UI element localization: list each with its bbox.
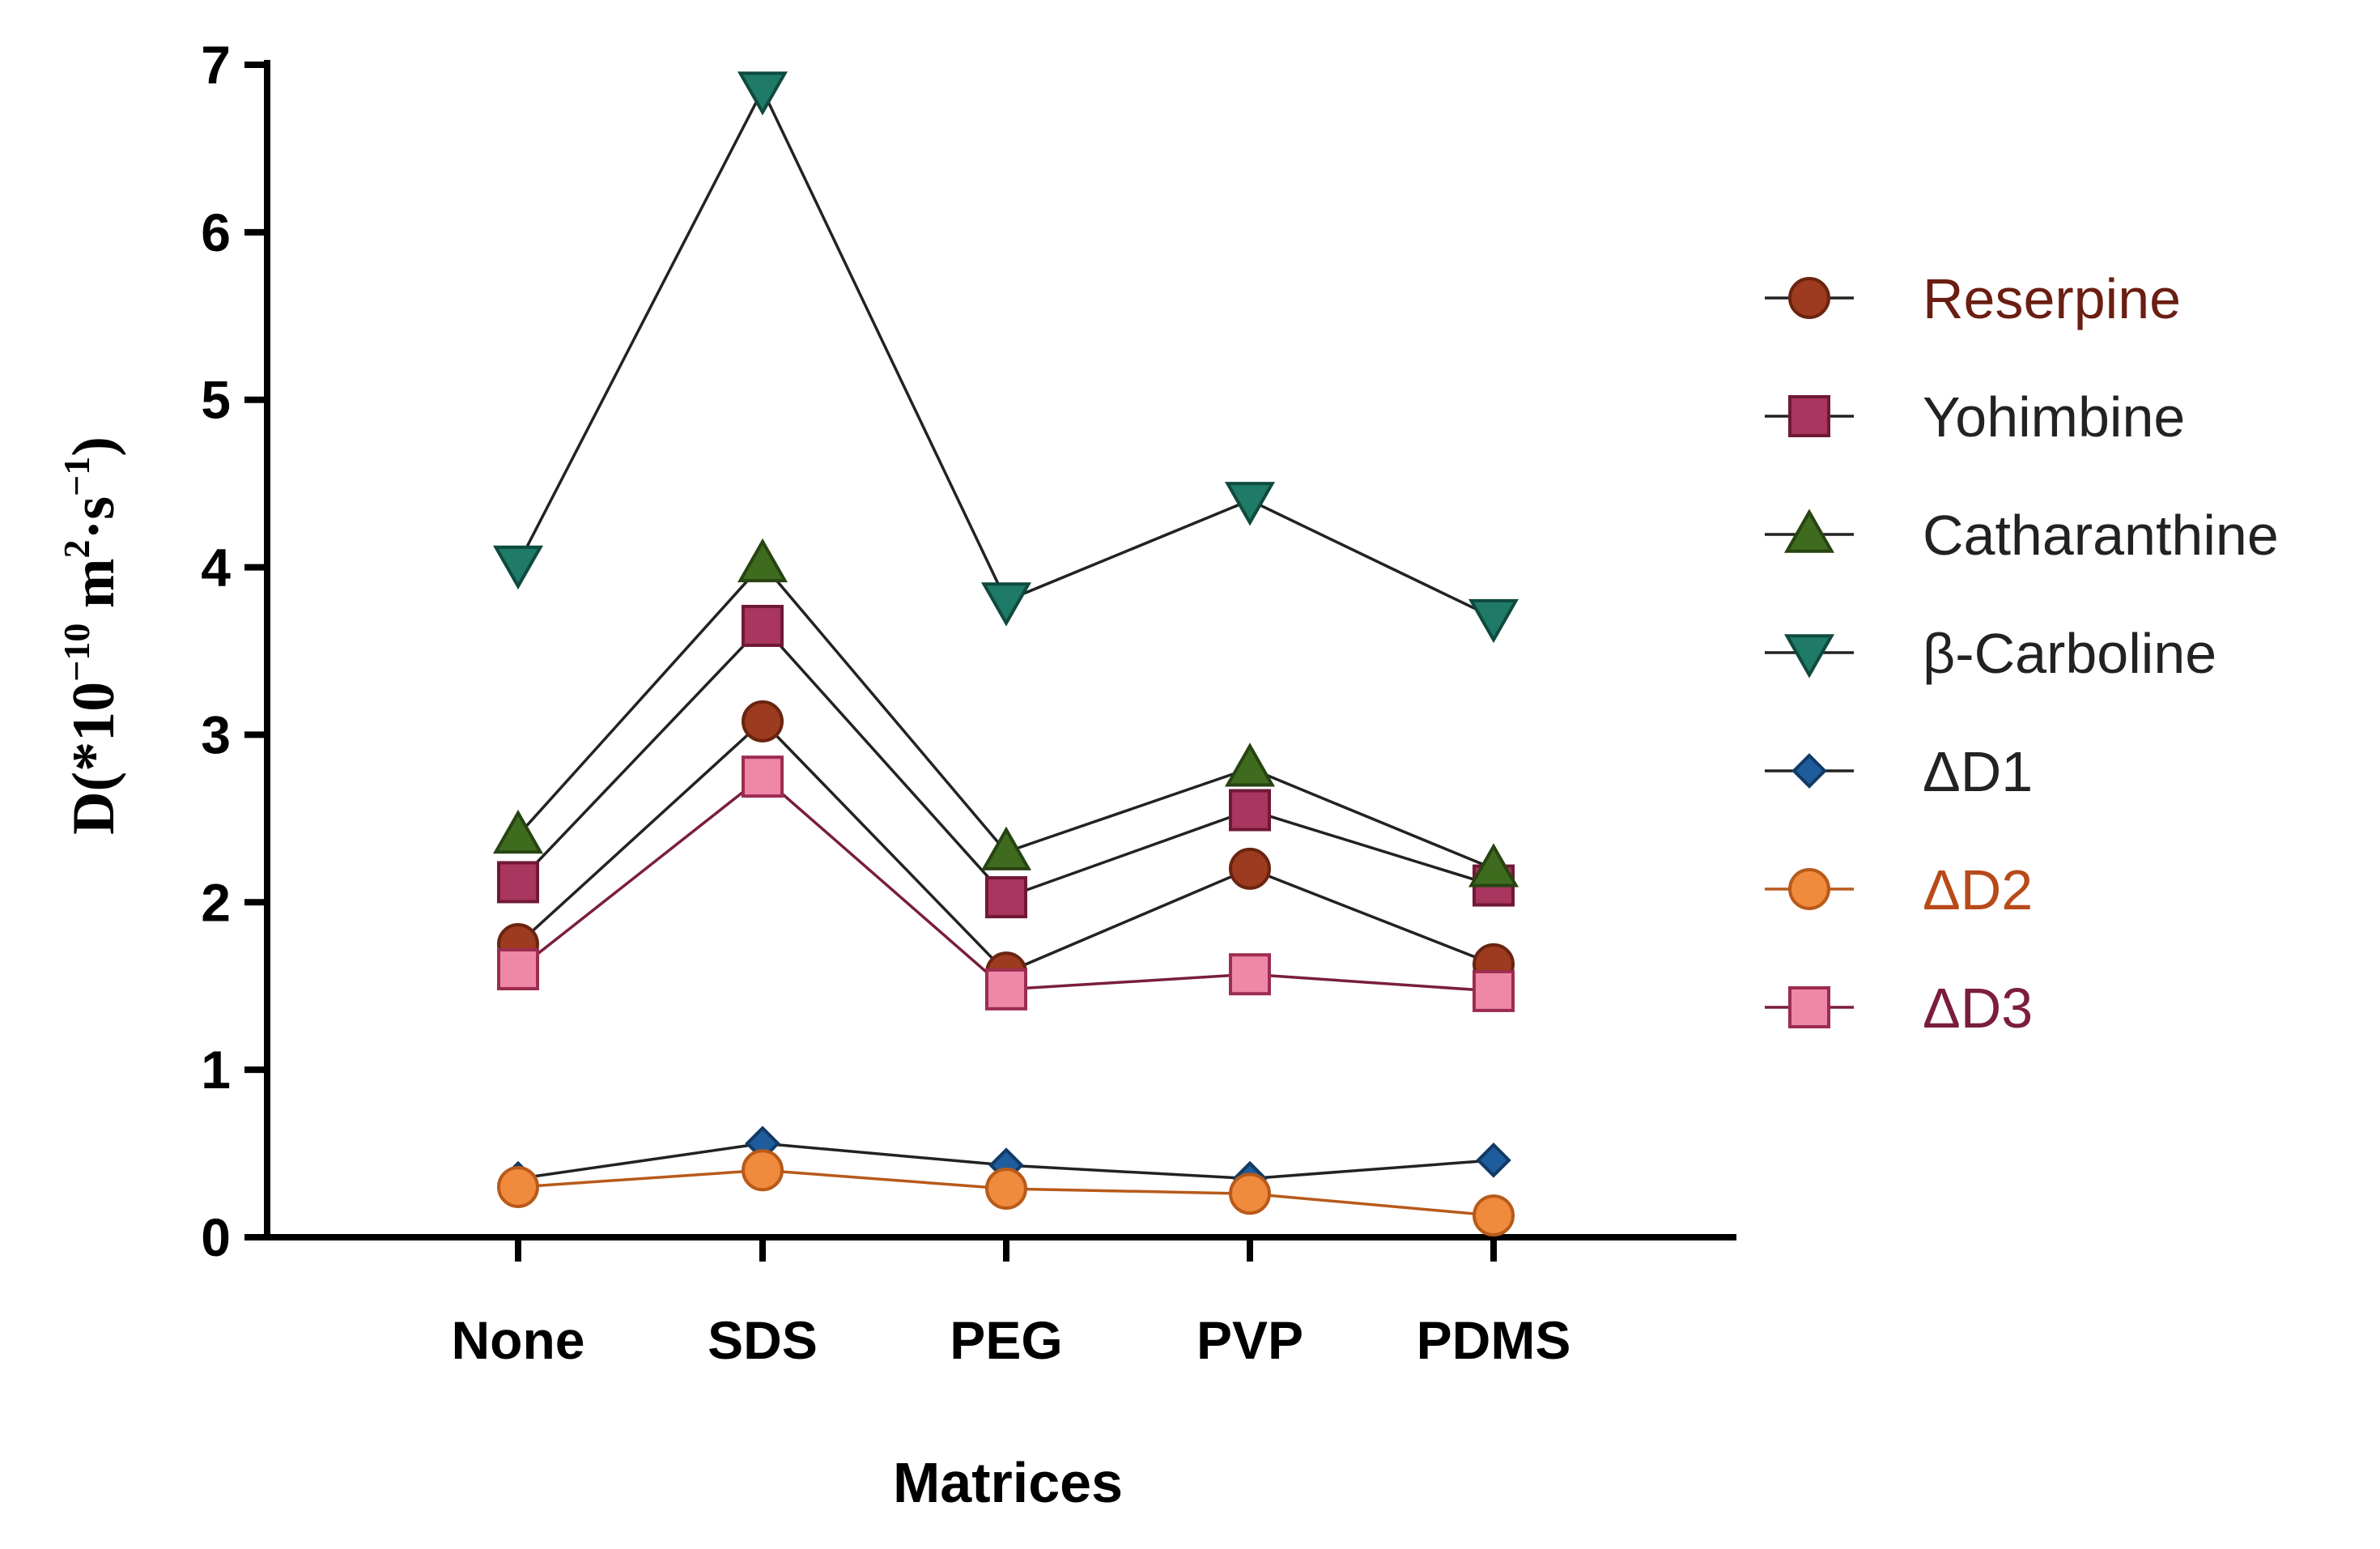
y-axis-label-exp2: 2: [56, 539, 97, 558]
data-point-deltad2: [497, 1165, 539, 1208]
legend-label: ΔD3: [1923, 977, 2033, 1040]
y-axis-ticks: 0 1 2 3 4 5 6 7: [201, 35, 267, 1267]
y-tick-label: 2: [201, 872, 231, 932]
y-axis-label-mid2: ·s: [61, 496, 127, 539]
x-tick-label: PVP: [1196, 1310, 1303, 1370]
data-point-deltad2: [1473, 1194, 1515, 1237]
data-point-deltad2: [985, 1168, 1027, 1211]
data-point-reserpine: [742, 700, 784, 743]
series-lines: [516, 87, 1494, 1217]
data-point-deltad3: [985, 968, 1027, 1011]
legend-marker: [1783, 634, 1835, 679]
data-point-catharanthine: [1468, 843, 1519, 887]
y-tick-label: 1: [201, 1040, 231, 1100]
x-tick-label: None: [452, 1310, 585, 1370]
data-point-yohimbine: [985, 876, 1027, 919]
legend-marker: [1791, 753, 1827, 789]
data-point-deltad3: [497, 948, 539, 991]
legend-item-reserpine: Reserpine: [1765, 267, 2181, 330]
y-axis-label: D(*10−10 m2·s−1): [56, 436, 127, 835]
legend-label: Reserpine: [1923, 267, 2181, 330]
legend: Reserpine Yohimbine Catharanthine β-Carboli…: [1765, 267, 2279, 1040]
legend-label: ΔD2: [1923, 858, 2033, 921]
data-point-catharanthine: [737, 538, 788, 583]
y-axis-label-exp1: −10: [56, 623, 97, 682]
data-point-catharanthine: [492, 809, 544, 854]
y-axis-label-prefix: D(*10: [61, 682, 127, 835]
y-tick-label: 3: [201, 704, 231, 764]
legend-item-deltad1: ΔD1: [1765, 740, 2033, 803]
data-point-yohimbine: [1229, 789, 1271, 832]
data-point-beta-carboline: [492, 545, 544, 590]
legend-item-yohimbine: Yohimbine: [1765, 385, 2185, 449]
data-point-catharanthine: [1224, 743, 1276, 787]
y-tick-label: 5: [201, 370, 231, 430]
axes: [264, 60, 1736, 1240]
data-point-deltad2: [742, 1149, 784, 1192]
x-tick-label: PEG: [950, 1310, 1062, 1370]
legend-item-catharanthine: Catharanthine: [1765, 504, 2279, 567]
legend-label: β-Carboline: [1923, 622, 2216, 685]
y-axis-label-exp3: −1: [56, 457, 97, 496]
data-point-beta-carboline: [1224, 482, 1276, 526]
data-point-beta-carboline: [1468, 598, 1519, 644]
y-tick-label: 4: [201, 538, 231, 598]
y-axis-label-mid1: m: [61, 558, 127, 623]
legend-marker: [1788, 986, 1830, 1028]
data-point-deltad1: [1476, 1143, 1511, 1178]
series-markers: [492, 71, 1519, 1237]
y-tick-label: 0: [201, 1207, 231, 1267]
legend-label: ΔD1: [1923, 740, 2033, 803]
x-tick-label: SDS: [708, 1310, 818, 1370]
series-line-beta-carboline: [516, 87, 1494, 619]
data-point-beta-carboline: [737, 71, 788, 116]
x-axis-label: Matrices: [893, 1451, 1123, 1514]
legend-marker: [1788, 395, 1830, 437]
legend-marker: [1788, 868, 1830, 910]
legend-item-deltad3: ΔD3: [1765, 977, 2033, 1040]
data-point-deltad3: [742, 755, 784, 798]
y-axis-label-suffix: ): [61, 436, 127, 457]
data-point-deltad3: [1473, 969, 1515, 1012]
data-point-deltad3: [1229, 953, 1271, 996]
y-tick-label: 6: [201, 202, 231, 262]
x-axis-ticks: None SDS PEG PVP PDMS: [452, 1237, 1571, 1370]
legend-item-deltad2: ΔD2: [1765, 858, 2033, 921]
data-point-beta-carboline: [980, 582, 1032, 627]
x-tick-label: PDMS: [1417, 1310, 1571, 1370]
legend-marker: [1783, 509, 1835, 553]
y-tick-label: 7: [201, 35, 231, 95]
legend-item-beta-carboline: β-Carboline: [1765, 622, 2216, 685]
legend-label: Catharanthine: [1923, 504, 2279, 567]
data-point-catharanthine: [980, 826, 1032, 870]
legend-marker: [1788, 277, 1830, 319]
legend-label: Yohimbine: [1923, 385, 2185, 449]
data-point-yohimbine: [742, 604, 784, 647]
data-point-yohimbine: [497, 861, 539, 904]
data-point-deltad2: [1229, 1172, 1271, 1215]
data-point-reserpine: [1229, 847, 1271, 890]
